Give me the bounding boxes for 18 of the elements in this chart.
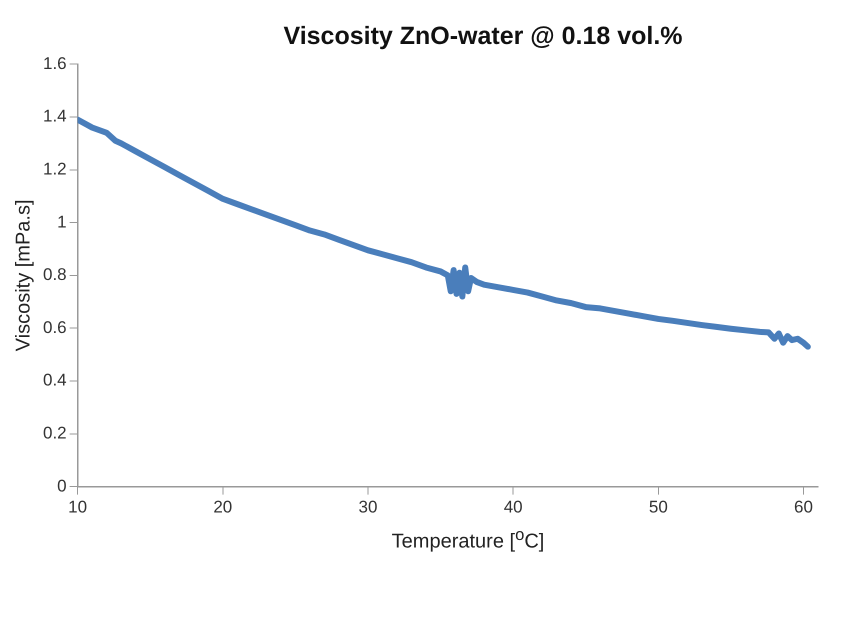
y-tick-label: 1.2 <box>42 159 67 178</box>
x-tick-label: 20 <box>213 497 232 516</box>
x-tick-label: 10 <box>68 497 88 516</box>
y-tick-label: 1 <box>57 212 67 232</box>
chart-title: Viscosity ZnO-water @ 0.18 vol.% <box>282 21 684 51</box>
x-tick-label: 60 <box>794 497 813 516</box>
y-tick-label: 1.4 <box>42 106 67 126</box>
y-tick-label: 0.4 <box>42 370 67 390</box>
x-tick-label: 30 <box>358 497 378 516</box>
y-tick-label: 0.6 <box>42 318 67 337</box>
y-tick-label: 0.8 <box>42 265 67 284</box>
y-tick-label: 0 <box>57 476 67 496</box>
x-axis-title: Temperature [$^{o}$C] <box>390 525 546 554</box>
y-axis-title: Viscosity [mPa.s] <box>12 199 35 352</box>
x-tick-label: 50 <box>648 497 668 516</box>
y-tick-label: 0.2 <box>42 423 67 442</box>
x-tick-label: 40 <box>504 497 523 516</box>
y-tick-label: 1.6 <box>42 54 67 73</box>
